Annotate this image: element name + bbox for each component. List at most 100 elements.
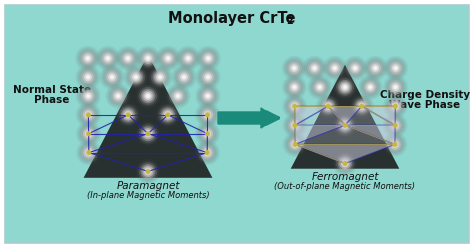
Circle shape	[102, 53, 113, 64]
Circle shape	[141, 164, 155, 179]
Circle shape	[284, 134, 306, 155]
Circle shape	[141, 51, 155, 66]
Circle shape	[77, 47, 99, 69]
Circle shape	[162, 109, 173, 121]
Circle shape	[111, 76, 113, 78]
Circle shape	[136, 46, 161, 71]
Circle shape	[127, 68, 145, 86]
Circle shape	[286, 97, 304, 115]
Circle shape	[291, 141, 299, 148]
Circle shape	[207, 57, 210, 60]
Circle shape	[334, 153, 356, 174]
Text: Wave Phase: Wave Phase	[390, 100, 461, 110]
Circle shape	[385, 57, 406, 79]
Circle shape	[79, 68, 97, 86]
Circle shape	[307, 61, 322, 75]
Circle shape	[147, 64, 173, 90]
Circle shape	[164, 111, 172, 119]
Circle shape	[81, 70, 95, 85]
Circle shape	[172, 64, 197, 90]
Circle shape	[289, 82, 300, 93]
Circle shape	[175, 68, 193, 86]
Polygon shape	[291, 65, 399, 169]
Circle shape	[345, 57, 366, 79]
Circle shape	[284, 76, 305, 98]
Circle shape	[134, 75, 138, 80]
Circle shape	[87, 76, 89, 78]
Circle shape	[393, 124, 397, 127]
Circle shape	[146, 132, 150, 136]
Text: Monolayer CrTe: Monolayer CrTe	[168, 10, 296, 26]
Circle shape	[334, 76, 356, 98]
Circle shape	[125, 66, 147, 88]
Circle shape	[146, 56, 150, 61]
Circle shape	[86, 150, 91, 155]
Circle shape	[81, 126, 96, 141]
Circle shape	[87, 95, 90, 97]
Circle shape	[80, 143, 98, 162]
Circle shape	[97, 47, 118, 69]
Circle shape	[155, 71, 165, 83]
Circle shape	[200, 107, 215, 122]
Circle shape	[339, 158, 351, 169]
Circle shape	[159, 76, 161, 78]
Circle shape	[84, 73, 92, 81]
Circle shape	[293, 104, 297, 108]
Circle shape	[343, 124, 347, 127]
Circle shape	[127, 57, 129, 60]
Circle shape	[349, 94, 374, 119]
Circle shape	[388, 137, 402, 152]
Circle shape	[197, 85, 219, 107]
Circle shape	[161, 107, 175, 122]
Circle shape	[105, 56, 110, 61]
Circle shape	[291, 64, 298, 72]
Circle shape	[343, 123, 347, 128]
Circle shape	[153, 70, 167, 85]
Circle shape	[77, 66, 99, 88]
Circle shape	[76, 140, 101, 165]
Circle shape	[285, 59, 303, 77]
Circle shape	[393, 143, 397, 146]
Circle shape	[304, 57, 325, 79]
Circle shape	[146, 169, 150, 174]
Polygon shape	[295, 106, 328, 125]
Circle shape	[309, 62, 320, 74]
Circle shape	[195, 64, 220, 90]
Circle shape	[107, 85, 129, 107]
Circle shape	[293, 143, 297, 146]
Circle shape	[389, 139, 401, 150]
Circle shape	[289, 101, 300, 112]
Circle shape	[355, 99, 369, 114]
Circle shape	[79, 49, 97, 67]
Circle shape	[288, 137, 302, 152]
Circle shape	[85, 56, 90, 61]
Polygon shape	[295, 144, 395, 163]
Circle shape	[365, 82, 376, 93]
Circle shape	[388, 99, 402, 114]
Circle shape	[201, 70, 215, 85]
Circle shape	[86, 112, 91, 117]
Circle shape	[161, 51, 175, 66]
Circle shape	[202, 71, 214, 83]
Circle shape	[292, 66, 297, 70]
Circle shape	[369, 86, 372, 88]
Circle shape	[82, 90, 94, 102]
Circle shape	[82, 71, 94, 83]
Circle shape	[195, 140, 220, 165]
Circle shape	[341, 122, 349, 129]
Circle shape	[180, 73, 188, 81]
Circle shape	[358, 75, 383, 99]
Circle shape	[199, 49, 218, 67]
Circle shape	[155, 46, 181, 71]
Circle shape	[81, 107, 96, 122]
Circle shape	[350, 62, 361, 74]
Circle shape	[203, 149, 211, 156]
Circle shape	[197, 104, 219, 126]
Circle shape	[346, 59, 364, 77]
Circle shape	[205, 93, 210, 98]
Circle shape	[339, 120, 351, 131]
Circle shape	[390, 120, 401, 131]
Circle shape	[116, 102, 141, 127]
Circle shape	[344, 124, 346, 126]
Text: Paramagnet: Paramagnet	[116, 181, 180, 191]
